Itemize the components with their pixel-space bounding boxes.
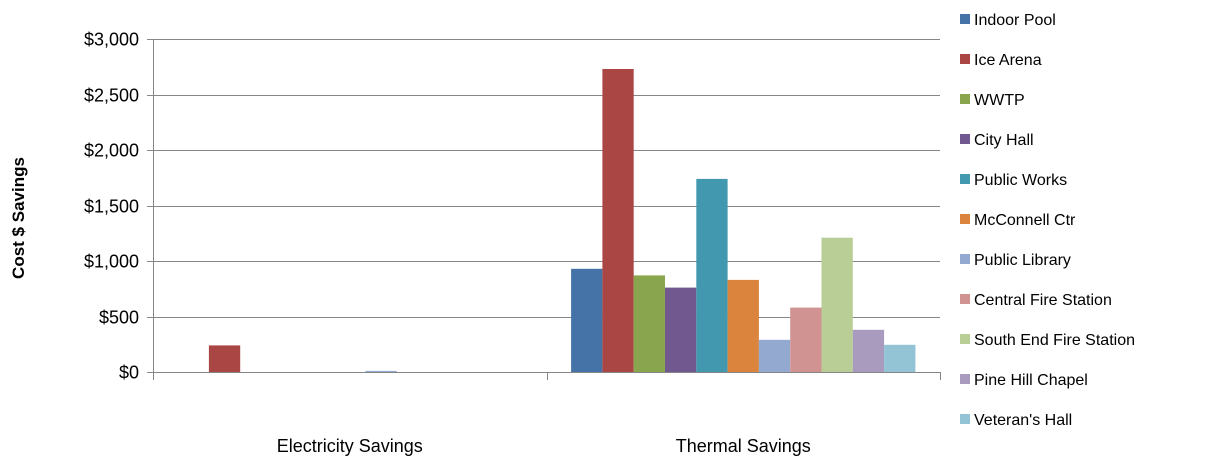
y-tick-label: $1,500 xyxy=(84,197,139,217)
legend-label: Public Library xyxy=(974,252,1071,269)
y-tick-label: $500 xyxy=(99,308,139,328)
legend-label: Ice Arena xyxy=(974,52,1042,69)
bar xyxy=(884,344,916,372)
legend-swatch xyxy=(960,94,970,104)
legend-label: Veteran's Hall xyxy=(974,412,1072,429)
bars xyxy=(208,69,916,372)
legend-swatch xyxy=(960,174,970,184)
gridlines xyxy=(147,39,940,373)
y-tick-label: $2,500 xyxy=(84,86,139,106)
legend-swatch xyxy=(960,374,970,384)
y-tick-label: $0 xyxy=(119,363,139,383)
legend-swatch xyxy=(960,414,970,424)
legend-label: Pine Hill Chapel xyxy=(974,372,1088,389)
legend-label: WWTP xyxy=(974,92,1025,109)
legend-label: Public Works xyxy=(974,172,1067,189)
bar xyxy=(696,178,728,372)
bar xyxy=(365,370,397,372)
legend-swatch xyxy=(960,254,970,264)
bar xyxy=(665,287,697,372)
legend-label: South End Fire Station xyxy=(974,332,1135,349)
bar xyxy=(208,345,241,372)
legend: Indoor Pool Ice Arena WWTP City Hall Public … xyxy=(960,12,1135,429)
legend-swatch xyxy=(960,14,970,24)
y-tick-label: $3,000 xyxy=(84,30,139,50)
bar xyxy=(602,69,634,372)
bar xyxy=(727,279,759,372)
legend-swatch xyxy=(960,134,970,144)
y-tick-label: $1,000 xyxy=(84,252,139,272)
bar xyxy=(821,237,853,372)
y-tick-label: $2,000 xyxy=(84,141,139,161)
legend-label: McConnell Ctr xyxy=(974,212,1076,229)
y-axis-label: Cost $ Savings xyxy=(9,157,28,279)
legend-swatch xyxy=(960,294,970,304)
legend-swatch xyxy=(960,54,970,64)
x-tick-label: Electricity Savings xyxy=(277,436,423,456)
legend-swatch xyxy=(960,214,970,224)
axes: $0 $500 $1,000 $1,500 $2,000 $2,500 $3,000 Elec… xyxy=(84,30,941,456)
bar xyxy=(790,307,822,372)
bar xyxy=(758,339,791,372)
legend-label: Indoor Pool xyxy=(974,12,1056,29)
legend-swatch xyxy=(960,334,970,344)
bar xyxy=(633,275,665,372)
x-tick-label: Thermal Savings xyxy=(676,436,811,456)
legend-label: Central Fire Station xyxy=(974,292,1112,309)
legend-label: City Hall xyxy=(974,132,1034,149)
bar xyxy=(852,329,885,372)
bar xyxy=(571,268,603,372)
